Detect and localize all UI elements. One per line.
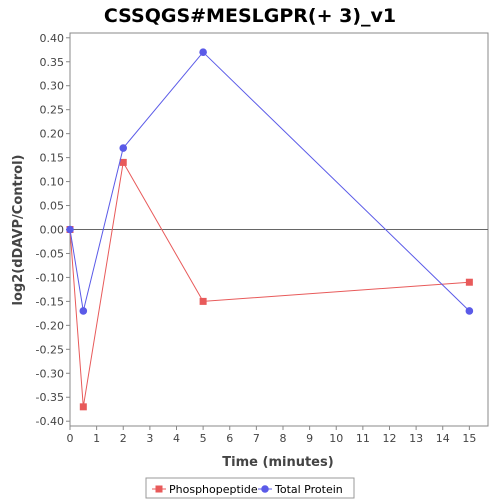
legend-marker-phosphopeptide [155, 485, 163, 493]
y-tick-label: 0.15 [40, 152, 65, 165]
y-tick-label: 0.25 [40, 104, 65, 117]
legend-label-phosphopeptide: Phosphopeptide [169, 483, 258, 496]
x-tick-label: 11 [356, 432, 370, 445]
y-tick-label: 0.05 [40, 200, 65, 213]
legend-box [145, 477, 355, 499]
y-tick-label: 0.40 [40, 32, 65, 45]
y-tick-label: -0.35 [36, 391, 64, 404]
x-axis-label: Time (minutes) [222, 455, 333, 470]
x-tick-label: 7 [253, 432, 260, 445]
data-point-total-protein [79, 307, 88, 315]
y-tick-label: -0.25 [36, 343, 64, 356]
data-point-total-protein [66, 225, 74, 234]
legend: Phosphopeptide Total Protein [152, 483, 343, 496]
legend-label-total-protein: Total Protein [274, 483, 343, 496]
y-tick-label: 0.10 [40, 176, 65, 189]
x-tick-label: 8 [279, 432, 286, 445]
x-tick-label: 1 [93, 432, 100, 445]
x-tick-label: 9 [306, 432, 313, 445]
data-point-phosphopeptide [79, 403, 87, 411]
x-tick-label: 5 [200, 432, 207, 445]
y-axis-label: log2(dDAVP/Control) [11, 155, 26, 306]
y-tick-label: -0.20 [36, 319, 64, 332]
y-tick-label: -0.05 [36, 247, 64, 260]
chart-title: CSSQGS#MESLGPR(+ 3)_v1 [104, 5, 396, 27]
x-tick-label: 14 [436, 432, 450, 445]
data-point-total-protein [465, 307, 474, 315]
x-tick-label: 6 [226, 432, 233, 445]
x-tick-label: 0 [67, 432, 74, 445]
y-tick-label: -0.15 [36, 295, 64, 308]
y-axis: -0.40 -0.35 -0.30 -0.25 -0.20 -0.15 -0.10 -0.05… [36, 32, 70, 428]
x-tick-label: 4 [173, 432, 180, 445]
y-tick-label: -0.30 [36, 367, 64, 380]
data-point-total-protein [119, 144, 128, 152]
x-tick-label: 12 [382, 432, 396, 445]
x-tick-label: 15 [462, 432, 476, 445]
y-tick-label: 0.35 [40, 56, 65, 69]
x-tick-label: 3 [146, 432, 153, 445]
x-tick-label: 10 [329, 432, 343, 445]
legend-marker-total-protein [261, 485, 269, 493]
x-axis: 0 1 2 3 4 5 6 7 8 9 10 11 12 13 14 15 [67, 426, 476, 445]
data-point-total-protein [199, 48, 207, 56]
y-tick-label: -0.40 [36, 415, 64, 428]
data-point-phosphopeptide [199, 297, 207, 305]
y-tick-label: -0.10 [36, 271, 64, 284]
y-tick-label: 0.20 [40, 128, 65, 141]
series-layer [66, 48, 474, 411]
x-tick-label: 13 [409, 432, 423, 445]
data-point-phosphopeptide [465, 278, 473, 286]
x-tick-label: 2 [120, 432, 127, 445]
data-point-phosphopeptide [119, 158, 127, 166]
y-tick-label: 0.30 [40, 80, 65, 93]
y-tick-label: 0.00 [40, 224, 65, 237]
